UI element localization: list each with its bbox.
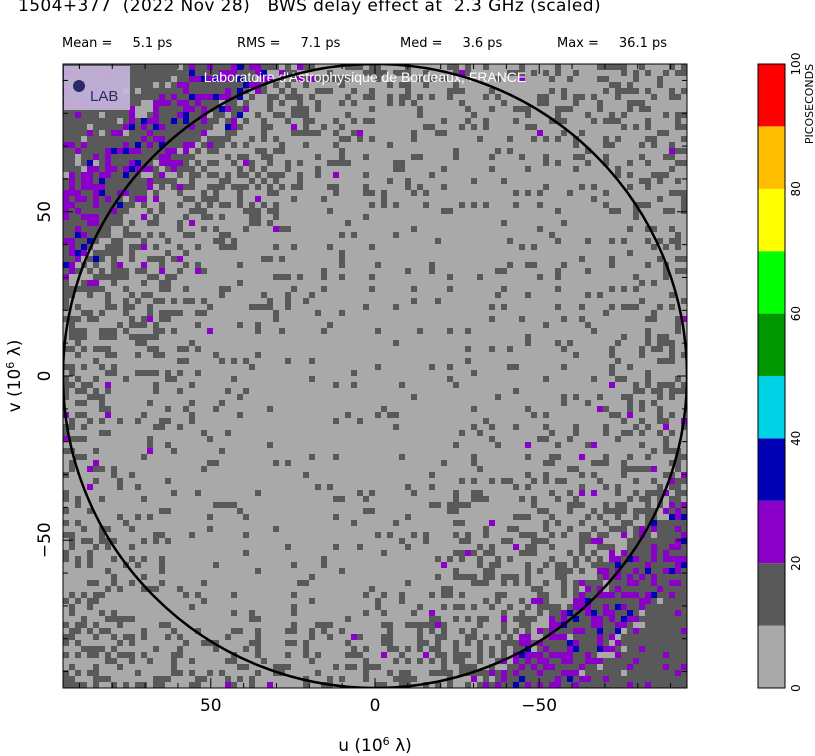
stat-value: 5.1 ps (132, 36, 173, 51)
colorbar-tick-label: 0 (789, 684, 803, 692)
colorbar-level-0 (758, 625, 785, 688)
stat-value: 3.6 ps (462, 36, 503, 51)
colorbar-tick-label: 60 (789, 306, 803, 321)
x-tick-label: 0 (370, 696, 381, 716)
lab-logo-dot (73, 80, 85, 92)
stat-label: RMS = (237, 36, 281, 51)
chart-title: 1504+377 (2022 Nov 28) BWS delay effect … (18, 0, 602, 16)
y-axis-label: v (106 λ) (4, 340, 26, 413)
colorbar-level-2 (758, 500, 785, 564)
delay-level-2-cells (63, 64, 687, 688)
stat-value: 36.1 ps (618, 36, 668, 51)
lab-logo-text: LAB (90, 88, 118, 105)
stat-label: Max = (557, 36, 599, 51)
colorbar-tick-label: 20 (789, 556, 803, 571)
x-axis-label: u (106 λ) (338, 735, 412, 756)
colorbar-level-6 (758, 251, 785, 314)
stat-label: Med = (400, 36, 443, 51)
colorbar-level-3 (758, 438, 785, 501)
stat-label: Mean = (62, 36, 113, 51)
x-tick-label: −50 (521, 696, 557, 716)
colorbar-level-7 (758, 188, 785, 252)
colorbar-tick-label: 100 (789, 53, 803, 76)
stat-3: Max = 36.1 ps (557, 36, 667, 51)
y-tick-label: 0 (35, 371, 55, 382)
delay-pixels (63, 64, 687, 688)
colorbar-tick-label: 80 (789, 181, 803, 196)
colorbar-tick-label: 40 (789, 431, 803, 446)
colorbar-level-9 (758, 64, 785, 127)
axis-ticks: 50 0 −50 50 0 −50 (35, 64, 687, 716)
y-tick-label: 50 (35, 201, 55, 223)
colorbar-level-1 (758, 563, 785, 626)
colorbar-level-8 (758, 126, 785, 189)
stat-0: Mean = 5.1 ps (62, 36, 172, 51)
colorbar: 0 20 40 60 80 100 (757, 53, 803, 692)
y-tick-label: −50 (35, 522, 55, 558)
colorbar-level-5 (758, 313, 785, 376)
x-tick-label: 50 (200, 696, 222, 716)
delay-level-1-cells (63, 64, 687, 688)
stat-1: RMS = 7.1 ps (237, 36, 340, 51)
colorbar-level-4 (758, 376, 785, 439)
colorbar-label: PICOSECONDS (803, 64, 815, 144)
stat-2: Med = 3.6 ps (400, 36, 502, 51)
colorbar-frame (757, 63, 786, 689)
stat-value: 7.1 ps (300, 36, 341, 51)
